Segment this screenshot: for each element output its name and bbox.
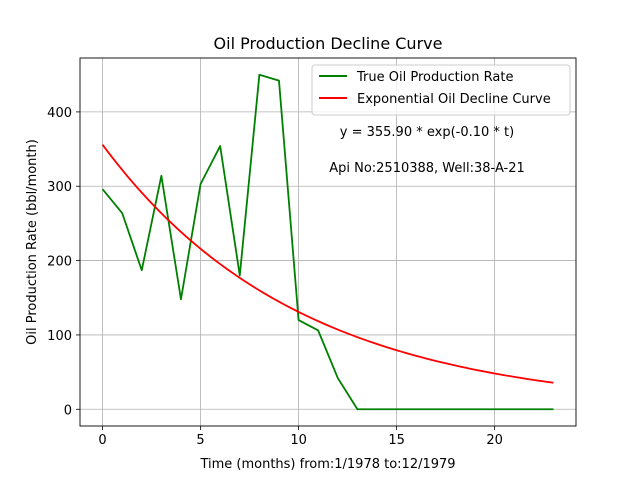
x-axis-label: Time (months) from:1/1978 to:12/1979 bbox=[199, 457, 455, 472]
legend-box bbox=[311, 64, 571, 116]
y-tick-label: 200 bbox=[47, 255, 72, 270]
x-tick-label: 20 bbox=[486, 433, 503, 448]
x-tick-label: 10 bbox=[290, 433, 307, 448]
equation-annotation: y = 355.90 * exp(-0.10 * t) bbox=[340, 125, 514, 140]
x-tick-label: 0 bbox=[98, 433, 106, 448]
chart-title: Oil Production Decline Curve bbox=[214, 34, 443, 53]
series-layer bbox=[101, 73, 554, 411]
y-tick-label: 100 bbox=[47, 329, 72, 344]
x-tick-label: 5 bbox=[196, 433, 204, 448]
legend: True Oil Production Rate Exponential Oil… bbox=[311, 64, 571, 116]
series-line-true-production bbox=[101, 73, 554, 411]
plot-frame bbox=[79, 57, 577, 427]
legend-label-true-rate: True Oil Production Rate bbox=[356, 70, 513, 85]
y-tick-label: 0 bbox=[64, 403, 72, 418]
x-tick-label: 15 bbox=[388, 433, 405, 448]
well-info-annotation: Api No:2510388, Well:38-A-21 bbox=[329, 161, 525, 176]
y-tick-label: 400 bbox=[47, 106, 72, 121]
y-tick-label: 300 bbox=[47, 180, 72, 195]
series-line-exponential-decline bbox=[101, 144, 554, 384]
y-axis-label: Oil Production Rate (bbl/month) bbox=[25, 139, 40, 345]
legend-label-exponential: Exponential Oil Decline Curve bbox=[357, 92, 551, 107]
